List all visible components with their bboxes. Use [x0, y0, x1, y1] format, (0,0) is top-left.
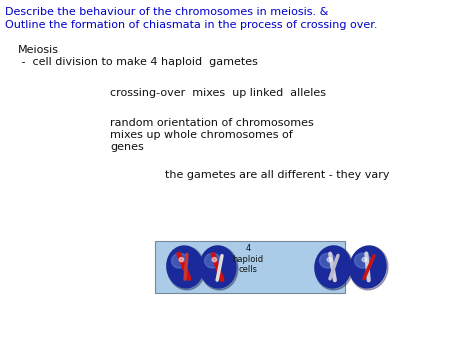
- Ellipse shape: [315, 246, 353, 290]
- FancyBboxPatch shape: [155, 241, 345, 293]
- Text: crossing-over  mixes  up linked  alleles: crossing-over mixes up linked alleles: [110, 88, 326, 98]
- Ellipse shape: [204, 254, 220, 268]
- Ellipse shape: [362, 258, 367, 262]
- Ellipse shape: [200, 246, 236, 288]
- Ellipse shape: [167, 246, 203, 288]
- Text: random orientation of chromosomes: random orientation of chromosomes: [110, 118, 314, 128]
- Text: Meiosis: Meiosis: [18, 45, 59, 55]
- Text: mixes up whole chromosomes of: mixes up whole chromosomes of: [110, 130, 293, 140]
- Ellipse shape: [212, 258, 216, 262]
- Text: Outline the formation of chiasmata in the process of crossing over.: Outline the formation of chiasmata in th…: [5, 20, 378, 30]
- Ellipse shape: [350, 246, 388, 290]
- Ellipse shape: [355, 253, 371, 268]
- Text: Describe the behaviour of the chromosomes in meiosis. &: Describe the behaviour of the chromosome…: [5, 7, 328, 17]
- Text: 4
haploid
cells: 4 haploid cells: [233, 244, 264, 274]
- Ellipse shape: [320, 254, 336, 268]
- Ellipse shape: [179, 258, 184, 262]
- Ellipse shape: [315, 246, 351, 288]
- Ellipse shape: [327, 258, 332, 262]
- Ellipse shape: [167, 246, 205, 290]
- Ellipse shape: [171, 253, 188, 268]
- Text: genes: genes: [110, 142, 144, 152]
- Ellipse shape: [200, 246, 238, 290]
- Text: -  cell division to make 4 haploid  gametes: - cell division to make 4 haploid gamete…: [18, 57, 258, 67]
- Ellipse shape: [350, 246, 386, 288]
- Text: the gametes are all different - they vary: the gametes are all different - they var…: [165, 170, 390, 180]
